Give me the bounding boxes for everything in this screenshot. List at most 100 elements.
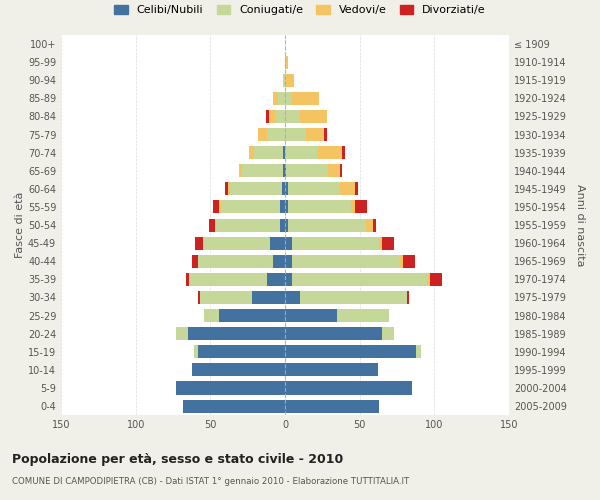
Bar: [188, 327, 285, 340]
Bar: [365, 218, 373, 232]
Bar: [176, 382, 285, 394]
Bar: [278, 92, 285, 105]
Bar: [407, 291, 409, 304]
Bar: [286, 164, 328, 177]
Bar: [285, 309, 337, 322]
Bar: [328, 164, 340, 177]
Bar: [269, 110, 275, 123]
Bar: [337, 309, 389, 322]
Bar: [285, 74, 286, 87]
Bar: [283, 146, 285, 159]
Bar: [286, 74, 294, 87]
Bar: [200, 291, 252, 304]
Bar: [379, 236, 382, 250]
Y-axis label: Fasce di età: Fasce di età: [15, 192, 25, 258]
Bar: [285, 291, 300, 304]
Bar: [266, 110, 269, 123]
Text: Popolazione per età, sesso e stato civile - 2010: Popolazione per età, sesso e stato civil…: [12, 452, 343, 466]
Bar: [199, 346, 285, 358]
Bar: [254, 146, 283, 159]
Bar: [273, 92, 278, 105]
Bar: [214, 200, 219, 213]
Bar: [285, 110, 300, 123]
Bar: [193, 255, 199, 268]
Bar: [184, 400, 285, 412]
Bar: [430, 273, 442, 286]
Bar: [292, 255, 400, 268]
Bar: [285, 182, 288, 196]
Bar: [324, 128, 327, 141]
Bar: [285, 400, 379, 412]
Bar: [306, 128, 324, 141]
Bar: [288, 218, 365, 232]
Bar: [300, 291, 407, 304]
Bar: [199, 291, 200, 304]
Bar: [190, 273, 267, 286]
Bar: [355, 200, 367, 213]
Bar: [209, 218, 215, 232]
Bar: [285, 273, 292, 286]
Bar: [342, 146, 344, 159]
Bar: [273, 255, 285, 268]
Bar: [283, 164, 285, 177]
Bar: [270, 236, 285, 250]
Bar: [288, 200, 350, 213]
Bar: [285, 92, 292, 105]
Bar: [373, 218, 376, 232]
Bar: [285, 164, 286, 177]
Bar: [252, 291, 285, 304]
Bar: [285, 200, 288, 213]
Bar: [285, 56, 288, 68]
Bar: [285, 128, 306, 141]
Text: Femmine: Femmine: [0, 499, 1, 500]
Bar: [292, 236, 379, 250]
Bar: [355, 182, 358, 196]
Bar: [267, 273, 285, 286]
Bar: [242, 164, 283, 177]
Bar: [221, 200, 280, 213]
Bar: [199, 255, 273, 268]
Y-axis label: Anni di nascita: Anni di nascita: [575, 184, 585, 266]
Bar: [285, 327, 382, 340]
Bar: [285, 364, 377, 376]
Bar: [196, 236, 203, 250]
Bar: [403, 255, 415, 268]
Bar: [267, 128, 285, 141]
Bar: [340, 164, 342, 177]
Bar: [416, 346, 421, 358]
Bar: [258, 128, 267, 141]
Bar: [340, 182, 355, 196]
Bar: [285, 255, 292, 268]
Bar: [225, 182, 228, 196]
Bar: [230, 182, 282, 196]
Bar: [205, 309, 219, 322]
Bar: [427, 273, 430, 286]
Bar: [275, 110, 285, 123]
Bar: [249, 146, 254, 159]
Bar: [239, 164, 242, 177]
Bar: [216, 218, 280, 232]
Bar: [350, 200, 355, 213]
Bar: [288, 182, 340, 196]
Bar: [285, 218, 288, 232]
Bar: [280, 200, 285, 213]
Bar: [283, 74, 285, 87]
Bar: [228, 182, 230, 196]
Bar: [400, 255, 403, 268]
Bar: [292, 273, 427, 286]
Bar: [194, 346, 199, 358]
Bar: [285, 146, 318, 159]
Legend: Celibi/Nubili, Coniugati/e, Vedovi/e, Divorziati/e: Celibi/Nubili, Coniugati/e, Vedovi/e, Di…: [110, 0, 490, 20]
Text: COMUNE DI CAMPODIPIETRA (CB) - Dati ISTAT 1° gennaio 2010 - Elaborazione TUTTITA: COMUNE DI CAMPODIPIETRA (CB) - Dati ISTA…: [12, 478, 409, 486]
Bar: [193, 364, 285, 376]
Bar: [203, 236, 270, 250]
Bar: [300, 110, 327, 123]
Bar: [176, 327, 188, 340]
Bar: [280, 218, 285, 232]
Bar: [382, 236, 394, 250]
Bar: [187, 273, 190, 286]
Bar: [285, 236, 292, 250]
Bar: [292, 92, 319, 105]
Text: Maschi: Maschi: [0, 499, 1, 500]
Bar: [219, 200, 221, 213]
